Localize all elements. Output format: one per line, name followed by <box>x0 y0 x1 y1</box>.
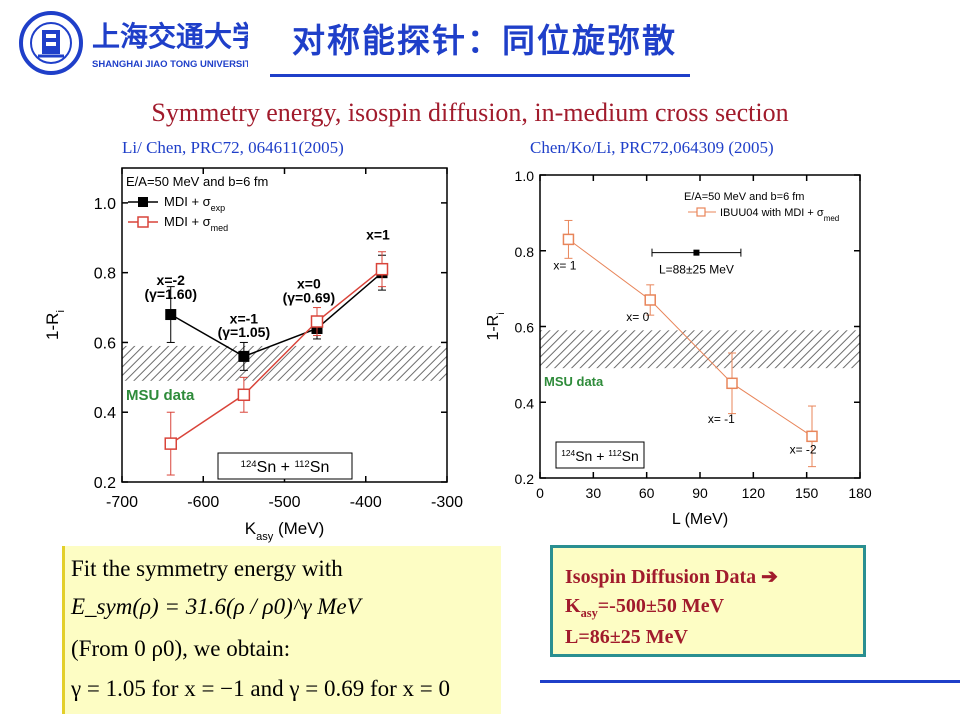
x-tick-label: 90 <box>692 485 708 501</box>
point-annotation: x=0 <box>297 275 321 291</box>
logo-en-text: SHANGHAI JIAO TONG UNIVERSITY <box>92 59 248 70</box>
data-point-open <box>237 388 251 402</box>
y-tick-label: 0.2 <box>515 471 535 487</box>
x-tick-label: -700 <box>106 494 138 511</box>
kasy-subscript: asy <box>580 606 598 620</box>
point-annotation: (γ=0.69) <box>283 289 336 305</box>
data-point-open <box>726 377 738 390</box>
bottom-rule <box>540 680 960 683</box>
result-line3: L=86±25 MeV <box>565 626 688 648</box>
legend-label: IBUU04 with MDI + σmed <box>720 207 839 223</box>
x-tick-label: 150 <box>795 485 819 501</box>
logo-cn-text: 上海交通大学 <box>92 20 248 53</box>
data-point-open <box>562 233 575 246</box>
result-box: Isospin Diffusion Data ➔ Kasy=-500±50 Me… <box>550 545 866 657</box>
legend-label: MDI + σmed <box>164 214 228 233</box>
chart-L: MSU data 0 30 60 90 120 150 180 0.2 0.4 0.6 0.8 1.0 L… <box>485 168 872 528</box>
point-annotation: x= 0 <box>626 310 649 324</box>
x-tick-label: 0 <box>536 485 544 501</box>
data-point-filled <box>165 309 177 321</box>
msu-data-band <box>540 330 860 369</box>
x-tick-label: 30 <box>586 485 602 501</box>
point-annotation: x=-1 <box>230 310 259 326</box>
y-tick-label: 0.8 <box>515 244 535 260</box>
point-annotation: (γ=1.60) <box>144 286 197 302</box>
msu-data-label: MSU data <box>544 374 604 389</box>
reaction-label: 124Sn + 112Sn <box>561 448 639 464</box>
kasy-value: =-500±50 MeV <box>597 595 725 617</box>
L-marker-point <box>693 249 700 256</box>
legend-marker <box>696 207 706 217</box>
chart-kasy: MSU data -700 -600 -500 -400 -300 0.2 0.4 0.6 0.8… <box>43 167 463 543</box>
y-tick-label: 0.4 <box>515 395 535 411</box>
fit-formula: E_sym(ρ) = 31.6(ρ / ρ0)^γ MeV <box>71 594 361 619</box>
x-tick-label: 120 <box>742 485 766 501</box>
result-line1: Isospin Diffusion Data ➔ <box>565 566 778 588</box>
title-underline <box>270 74 690 77</box>
university-seal <box>19 11 83 75</box>
result-line2: Kasy=-500±50 MeV <box>565 595 724 621</box>
point-annotation: (γ=1.05) <box>218 324 271 340</box>
legend-marker <box>137 216 149 228</box>
point-annotation: x=-2 <box>157 272 186 288</box>
point-annotation: x= 1 <box>553 259 576 273</box>
x-tick-label: -500 <box>268 494 300 511</box>
y-tick-label: 0.6 <box>94 335 116 352</box>
x-tick-label: -400 <box>350 494 382 511</box>
x-tick-label: 60 <box>639 485 655 501</box>
fit-text-line1: Fit the symmetry energy with <box>71 556 343 581</box>
legend-title: E/A=50 MeV and b=6 fm <box>126 174 268 189</box>
L-marker-label: L=88±25 MeV <box>659 263 734 277</box>
y-axis-label: 1-Ri <box>43 310 67 340</box>
page-title: 对称能探针：同位旋弥散 <box>292 21 677 60</box>
data-point-open <box>644 294 656 306</box>
kasy-symbol: K <box>565 595 581 617</box>
point-annotation: x= -2 <box>790 442 817 456</box>
legend-marker <box>138 197 148 207</box>
series-line-1 <box>170 268 383 445</box>
x-tick-label: 180 <box>848 485 872 501</box>
fit-text-line3: (From 0 ρ0), we obtain: <box>71 636 291 661</box>
fit-formula-box: Fit the symmetry energy with E_sym(ρ) = … <box>62 546 501 714</box>
msu-data-label: MSU data <box>126 387 195 404</box>
y-tick-label: 1.0 <box>94 196 116 213</box>
y-tick-label: 0.6 <box>515 320 535 336</box>
data-point-open <box>375 262 389 276</box>
series-line-0 <box>170 272 383 358</box>
point-annotation: x= -1 <box>708 412 735 426</box>
reaction-label-box <box>217 452 353 480</box>
x-axis-label: L (MeV) <box>672 511 728 528</box>
x-tick-label: -300 <box>431 494 463 511</box>
y-tick-label: 0.4 <box>94 405 116 422</box>
series-line-0 <box>568 238 813 437</box>
point-annotation: x=1 <box>366 227 390 243</box>
y-tick-label: 0.2 <box>94 475 116 492</box>
x-axis-label: Kasy (MeV) <box>245 519 325 543</box>
reaction-label: 124Sn + 112Sn <box>241 459 330 477</box>
y-tick-label: 0.8 <box>94 266 116 283</box>
reaction-label-box <box>555 441 645 469</box>
data-point-open <box>310 315 324 328</box>
msu-data-band <box>122 345 447 381</box>
y-tick-label: 1.0 <box>515 168 535 184</box>
data-point-filled <box>238 350 250 362</box>
reference-left: Li/ Chen, PRC72, 064611(2005) <box>122 138 344 157</box>
legend-title: E/A=50 MeV and b=6 fm <box>684 191 804 203</box>
data-point-open <box>164 437 177 450</box>
reference-right: Chen/Ko/Li, PRC72,064309 (2005) <box>530 138 774 157</box>
y-axis-label: 1-Ri <box>485 312 507 340</box>
data-point-open <box>806 430 818 443</box>
legend-label: MDI + σexp <box>164 194 225 213</box>
university-logo: 上海交通大学 SHANGHAI JIAO TONG UNIVERSITY <box>19 11 248 75</box>
fit-result-line: γ = 1.05 for x = −1 and γ = 0.69 for x =… <box>71 676 451 701</box>
page-subtitle: Symmetry energy, isospin diffusion, in-m… <box>151 98 789 127</box>
x-tick-label: -600 <box>187 494 219 511</box>
